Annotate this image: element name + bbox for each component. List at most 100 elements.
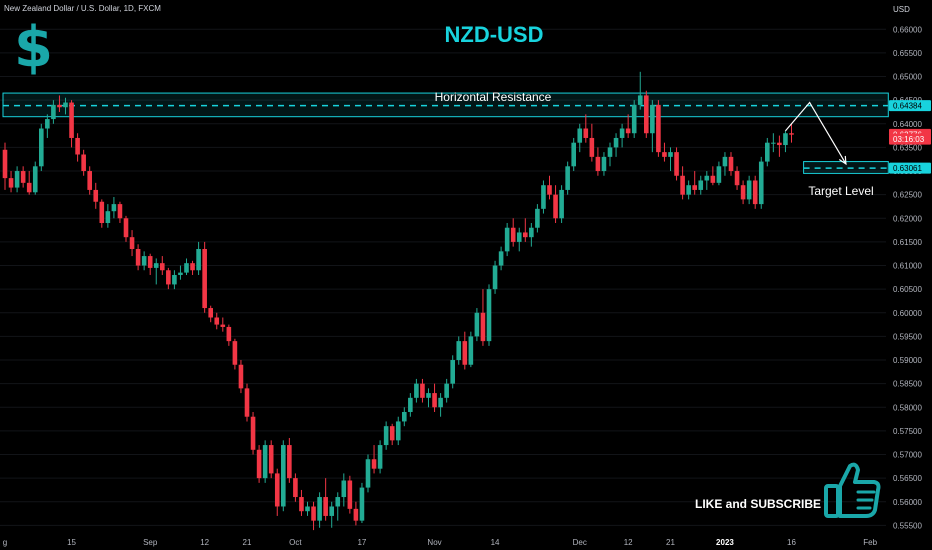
candle-body xyxy=(516,232,522,242)
projection-line xyxy=(784,101,847,165)
candle-body xyxy=(226,326,232,342)
candle xyxy=(668,147,673,172)
candle xyxy=(135,244,141,271)
x-tick-label: Sep xyxy=(143,538,158,547)
candle xyxy=(716,161,722,186)
candle xyxy=(202,241,207,313)
candle xyxy=(39,123,44,172)
candle-body xyxy=(184,263,189,273)
candle-body xyxy=(644,95,649,134)
candle xyxy=(728,152,734,176)
candle-body xyxy=(347,480,353,509)
candle xyxy=(607,142,613,167)
price-label: 0.64384 xyxy=(889,100,931,112)
candle-body xyxy=(704,175,710,181)
candle xyxy=(777,135,782,157)
candle-body xyxy=(141,256,147,266)
y-tick-label: 0.62000 xyxy=(893,214,922,223)
candle-body xyxy=(783,133,788,146)
price-axis[interactable]: 0.660000.655000.650000.645000.640000.635… xyxy=(893,25,922,530)
currency-label: USD xyxy=(893,5,910,14)
candle xyxy=(474,308,480,342)
candle-body xyxy=(20,171,26,183)
y-tick-label: 0.60000 xyxy=(893,309,922,318)
candle-body xyxy=(45,119,50,129)
candle xyxy=(69,100,74,148)
candle xyxy=(686,180,691,200)
candle xyxy=(26,171,32,195)
candle-body xyxy=(87,171,92,190)
y-tick-label: 0.57000 xyxy=(893,451,922,460)
candle xyxy=(408,393,413,417)
candle xyxy=(680,166,685,200)
candle xyxy=(535,204,540,233)
candle-body xyxy=(589,137,595,157)
candle-body xyxy=(287,445,292,479)
candle-body xyxy=(740,185,746,200)
candle-body xyxy=(710,175,716,183)
candle xyxy=(141,251,147,271)
candle-body xyxy=(329,506,334,516)
candle xyxy=(244,383,250,422)
candle-body xyxy=(637,95,643,105)
candle xyxy=(57,95,62,112)
y-tick-label: 0.63500 xyxy=(893,143,922,152)
candle xyxy=(287,437,292,483)
projection-path xyxy=(784,101,847,166)
candle-body xyxy=(129,237,135,249)
candle xyxy=(595,147,601,176)
candle-body xyxy=(117,204,123,219)
resistance-label: Horizontal Resistance xyxy=(435,90,552,104)
x-tick-label: Nov xyxy=(427,538,441,547)
candle xyxy=(789,123,794,143)
candle-body xyxy=(631,104,637,134)
candle-body xyxy=(595,156,601,172)
y-tick-label: 0.66000 xyxy=(893,25,922,34)
candle-body xyxy=(559,189,564,219)
x-tick-label: 21 xyxy=(243,538,252,547)
candle xyxy=(32,161,38,195)
y-tick-label: 0.65000 xyxy=(893,73,922,82)
candle xyxy=(486,284,492,346)
candle xyxy=(99,199,105,228)
candle-body xyxy=(147,256,153,268)
candle xyxy=(492,260,498,294)
candle xyxy=(359,482,365,524)
x-tick-label: 17 xyxy=(357,538,366,547)
candle-body xyxy=(238,364,244,389)
candle xyxy=(637,71,643,110)
candle-body xyxy=(613,137,619,148)
candle-body xyxy=(414,383,419,398)
candle xyxy=(256,445,262,483)
candle-body xyxy=(456,341,462,361)
candle xyxy=(480,289,486,346)
price-label-text: 0.63061 xyxy=(893,164,922,173)
candle-body xyxy=(99,201,105,224)
candle xyxy=(383,421,389,450)
candle-body xyxy=(196,248,201,271)
candle-body xyxy=(250,416,256,450)
thumbs-up-icon xyxy=(824,462,881,518)
candle xyxy=(516,227,522,252)
candle-body xyxy=(268,445,274,474)
candle-body xyxy=(105,211,111,224)
price-label: 0.63061 xyxy=(889,162,931,174)
candle xyxy=(123,215,129,242)
price-label-bg xyxy=(889,162,931,174)
candle xyxy=(166,267,171,290)
candle-body xyxy=(232,341,238,365)
candle-body xyxy=(202,248,207,309)
candle-body xyxy=(408,397,413,412)
y-tick-label: 0.64000 xyxy=(893,120,922,129)
candle-body xyxy=(674,152,679,176)
candle-body xyxy=(432,393,437,408)
candle xyxy=(426,388,431,408)
candle-body xyxy=(63,102,68,108)
price-label-bg xyxy=(889,133,931,145)
time-axis[interactable]: g 15 Sep 12 21 Oct 17 Nov 14 Dec 12 21 2023 16 Feb xyxy=(3,538,878,547)
candle-body xyxy=(668,152,673,157)
candle xyxy=(81,149,86,176)
candlesticks[interactable] xyxy=(2,71,794,531)
y-tick-label: 0.60500 xyxy=(893,285,922,294)
